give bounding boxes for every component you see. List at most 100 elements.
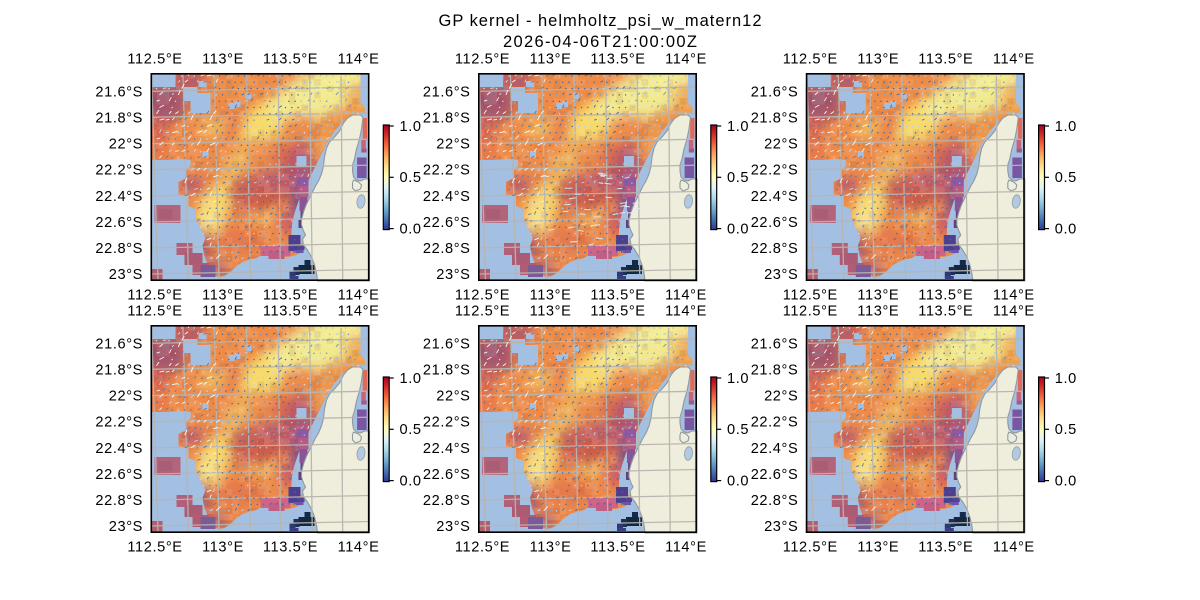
svg-text:21.6°S: 21.6°S xyxy=(95,336,143,352)
svg-text:1.0: 1.0 xyxy=(1055,119,1077,135)
svg-text:112.5°E: 112.5°E xyxy=(455,287,510,303)
svg-text:113.5°E: 113.5°E xyxy=(590,52,645,68)
svg-text:113.5°E: 113.5°E xyxy=(590,304,645,320)
svg-text:113°E: 113°E xyxy=(530,287,572,303)
svg-text:112.5°E: 112.5°E xyxy=(455,304,510,320)
svg-text:21.8°S: 21.8°S xyxy=(95,362,143,378)
svg-text:0.5: 0.5 xyxy=(400,422,422,438)
svg-text:113°E: 113°E xyxy=(857,52,899,68)
svg-text:0.5: 0.5 xyxy=(1055,422,1077,438)
svg-text:0.0: 0.0 xyxy=(1055,221,1077,237)
svg-text:113°E: 113°E xyxy=(857,539,899,555)
svg-text:22.4°S: 22.4°S xyxy=(423,441,471,457)
svg-text:21.8°S: 21.8°S xyxy=(423,362,471,378)
svg-text:1.0: 1.0 xyxy=(400,371,422,387)
svg-text:22.6°S: 22.6°S xyxy=(95,467,143,483)
svg-text:113°E: 113°E xyxy=(857,287,899,303)
svg-text:114°E: 114°E xyxy=(338,287,380,303)
svg-text:22.2°S: 22.2°S xyxy=(95,163,143,179)
svg-text:22.4°S: 22.4°S xyxy=(423,189,471,205)
svg-text:0.5: 0.5 xyxy=(727,422,749,438)
svg-text:0.0: 0.0 xyxy=(400,221,422,237)
svg-text:23°S: 23°S xyxy=(109,267,143,283)
svg-text:112.5°E: 112.5°E xyxy=(127,304,182,320)
svg-text:113°E: 113°E xyxy=(857,304,899,320)
svg-text:0.0: 0.0 xyxy=(727,473,749,489)
svg-text:113°E: 113°E xyxy=(202,304,244,320)
svg-text:113.5°E: 113.5°E xyxy=(918,539,973,555)
svg-text:113.5°E: 113.5°E xyxy=(918,287,973,303)
svg-text:21.8°S: 21.8°S xyxy=(751,362,799,378)
svg-text:114°E: 114°E xyxy=(665,304,707,320)
svg-text:113.5°E: 113.5°E xyxy=(263,52,318,68)
svg-text:112.5°E: 112.5°E xyxy=(127,52,182,68)
svg-text:112.5°E: 112.5°E xyxy=(783,304,838,320)
svg-text:22.2°S: 22.2°S xyxy=(751,163,799,179)
svg-text:23°S: 23°S xyxy=(436,519,470,535)
svg-text:23°S: 23°S xyxy=(764,519,798,535)
svg-text:23°S: 23°S xyxy=(109,519,143,535)
svg-text:113.5°E: 113.5°E xyxy=(263,304,318,320)
svg-text:22.8°S: 22.8°S xyxy=(751,241,799,257)
svg-text:22.6°S: 22.6°S xyxy=(751,215,799,231)
svg-text:22°S: 22°S xyxy=(109,137,143,153)
svg-text:113°E: 113°E xyxy=(530,304,572,320)
svg-text:112.5°E: 112.5°E xyxy=(455,539,510,555)
svg-text:22°S: 22°S xyxy=(764,137,798,153)
svg-text:113°E: 113°E xyxy=(530,539,572,555)
svg-text:22.4°S: 22.4°S xyxy=(95,441,143,457)
svg-text:113°E: 113°E xyxy=(202,287,244,303)
svg-text:GP kernel - helmholtz_psi_w_ma: GP kernel - helmholtz_psi_w_matern12 xyxy=(439,12,762,30)
svg-text:1.0: 1.0 xyxy=(727,371,749,387)
svg-text:22.2°S: 22.2°S xyxy=(423,163,471,179)
svg-text:22.6°S: 22.6°S xyxy=(95,215,143,231)
svg-text:22.2°S: 22.2°S xyxy=(95,415,143,431)
svg-text:21.8°S: 21.8°S xyxy=(95,110,143,126)
svg-text:0.5: 0.5 xyxy=(1055,170,1077,186)
svg-text:21.6°S: 21.6°S xyxy=(751,84,799,100)
svg-text:112.5°E: 112.5°E xyxy=(783,539,838,555)
svg-text:112.5°E: 112.5°E xyxy=(127,287,182,303)
svg-text:1.0: 1.0 xyxy=(1055,371,1077,387)
svg-text:113°E: 113°E xyxy=(202,539,244,555)
svg-text:21.6°S: 21.6°S xyxy=(95,84,143,100)
svg-text:22.8°S: 22.8°S xyxy=(95,241,143,257)
svg-text:22.8°S: 22.8°S xyxy=(423,493,471,509)
svg-text:22°S: 22°S xyxy=(109,389,143,405)
svg-text:22°S: 22°S xyxy=(436,389,470,405)
svg-text:1.0: 1.0 xyxy=(400,119,422,135)
svg-text:112.5°E: 112.5°E xyxy=(455,52,510,68)
svg-text:0.0: 0.0 xyxy=(727,221,749,237)
svg-text:112.5°E: 112.5°E xyxy=(783,52,838,68)
svg-text:113.5°E: 113.5°E xyxy=(263,539,318,555)
svg-text:21.6°S: 21.6°S xyxy=(423,336,471,352)
svg-text:22.8°S: 22.8°S xyxy=(95,493,143,509)
svg-text:0.5: 0.5 xyxy=(727,170,749,186)
svg-text:0.0: 0.0 xyxy=(400,473,422,489)
svg-text:22.6°S: 22.6°S xyxy=(423,467,471,483)
svg-text:114°E: 114°E xyxy=(993,52,1035,68)
svg-text:114°E: 114°E xyxy=(665,287,707,303)
svg-text:23°S: 23°S xyxy=(764,267,798,283)
svg-text:22.8°S: 22.8°S xyxy=(751,493,799,509)
svg-text:113°E: 113°E xyxy=(202,52,244,68)
svg-text:114°E: 114°E xyxy=(338,539,380,555)
svg-text:1.0: 1.0 xyxy=(727,119,749,135)
svg-text:112.5°E: 112.5°E xyxy=(783,287,838,303)
svg-text:113.5°E: 113.5°E xyxy=(918,52,973,68)
svg-text:0.0: 0.0 xyxy=(1055,473,1077,489)
svg-text:21.8°S: 21.8°S xyxy=(751,110,799,126)
svg-text:22.2°S: 22.2°S xyxy=(423,415,471,431)
svg-text:21.8°S: 21.8°S xyxy=(423,110,471,126)
svg-text:22.4°S: 22.4°S xyxy=(95,189,143,205)
svg-text:114°E: 114°E xyxy=(993,287,1035,303)
svg-text:0.5: 0.5 xyxy=(400,170,422,186)
svg-text:23°S: 23°S xyxy=(436,267,470,283)
svg-text:114°E: 114°E xyxy=(665,539,707,555)
svg-text:21.6°S: 21.6°S xyxy=(423,84,471,100)
svg-text:113.5°E: 113.5°E xyxy=(918,304,973,320)
svg-text:22.6°S: 22.6°S xyxy=(423,215,471,231)
svg-text:112.5°E: 112.5°E xyxy=(127,539,182,555)
svg-text:114°E: 114°E xyxy=(338,304,380,320)
svg-text:113.5°E: 113.5°E xyxy=(590,539,645,555)
